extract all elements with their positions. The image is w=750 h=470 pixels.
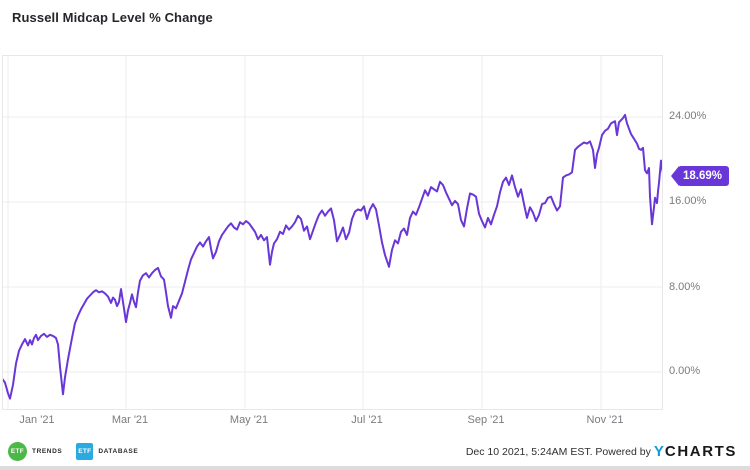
chart-title: Russell Midcap Level % Change: [12, 10, 213, 25]
badge-arrow-icon: [671, 166, 679, 186]
y-axis-label: 8.00%: [669, 281, 701, 293]
etf-database-label: DATABASE: [98, 448, 139, 455]
x-axis-label: May '21: [229, 414, 269, 426]
x-axis-label: Jan '21: [19, 414, 55, 426]
etf-database-logo[interactable]: ETF DATABASE: [76, 443, 152, 460]
ycharts-logo[interactable]: Y CHARTS: [654, 443, 737, 460]
last-value-badge: 18.69%: [671, 166, 730, 186]
y-axis-label: 24.00%: [669, 110, 707, 122]
chart-canvas: [3, 56, 662, 409]
x-axis-label: Jul '21: [351, 414, 383, 426]
y-axis-label: 16.00%: [669, 195, 707, 207]
x-axis-label: Mar '21: [111, 414, 149, 426]
ycharts-wordmark: CHARTS: [664, 443, 737, 460]
etf-trends-icon: ETF: [8, 442, 27, 461]
last-value-label: 18.69%: [678, 166, 730, 186]
x-axis-label: Nov '21: [586, 414, 624, 426]
footer-timestamp: Dec 10 2021, 5:24AM EST. Powered by: [465, 445, 651, 458]
ycharts-y-mark: Y: [653, 443, 665, 460]
etf-trends-label: TRENDS: [32, 448, 63, 455]
etf-database-icon: ETF: [76, 443, 94, 460]
plot-area: [2, 55, 663, 410]
line-series: [3, 113, 662, 400]
y-axis-label: 0.00%: [669, 365, 701, 377]
bottom-border: [0, 466, 750, 470]
etf-trends-logo[interactable]: ETF TRENDS: [8, 442, 76, 461]
x-axis-label: Sep '21: [467, 414, 505, 426]
footer: ETF TRENDS ETF DATABASE Dec 10 2021, 5:2…: [0, 440, 750, 466]
